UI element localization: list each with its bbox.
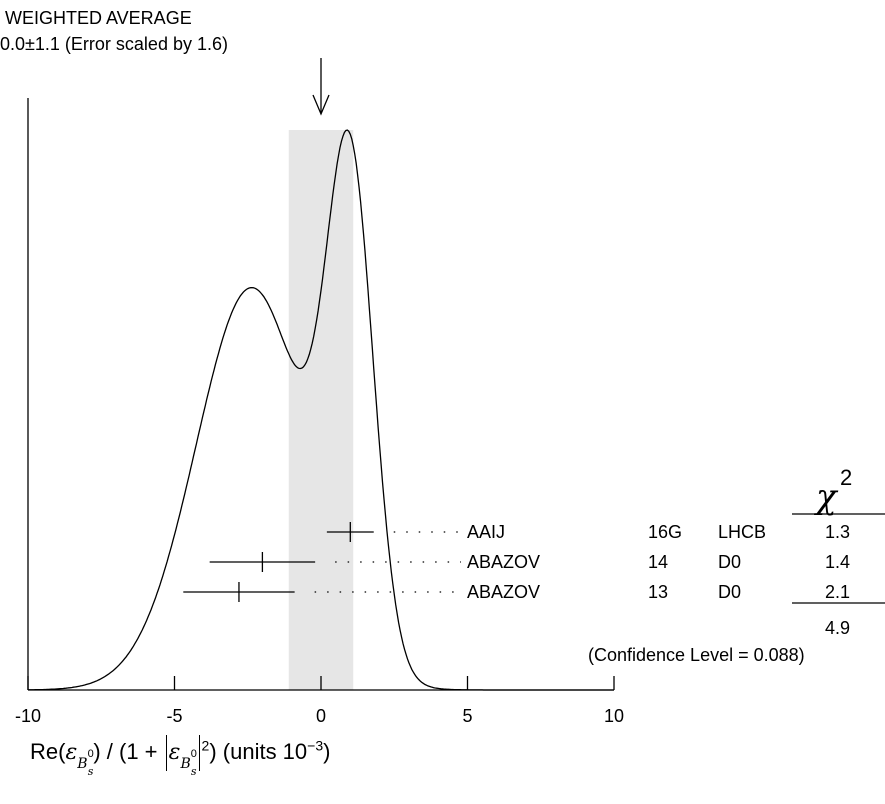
xlabel-subsub-s-2: s <box>190 764 197 778</box>
measurement-rows: AAIJ 16G LHCB 1.3 ABAZOV 14 D0 1.4 ABAZOV 13 D0 2.1 <box>183 522 850 602</box>
chi2-header: χ <box>814 477 839 517</box>
measurement-chi2: 1.3 <box>825 522 850 542</box>
x-tick-label: 0 <box>316 706 326 726</box>
measurement-experiment: LHCB <box>718 522 766 542</box>
xlabel-sup-zero: 0 <box>87 747 94 760</box>
xlabel-power: 2 <box>201 737 210 754</box>
measurement-chi2: 2.1 <box>825 582 850 602</box>
xlabel-exponent: −3 <box>307 737 324 754</box>
measurement-experiment: D0 <box>718 582 741 602</box>
xlabel-abs-right <box>198 735 200 771</box>
x-axis-label: Re(εB0s) / (1 + εB0s2) (units 10−3) <box>30 735 331 778</box>
xlabel-epsilon: ε <box>65 739 78 765</box>
xlabel-sup-zero-2: 0 <box>190 747 197 760</box>
measurement-author: ABAZOV <box>467 582 540 602</box>
x-axis-ticks: -10 -5 0 5 10 <box>15 676 624 726</box>
xlabel-epsilon-2: ε <box>168 739 181 765</box>
measurement-year: 13 <box>648 582 668 602</box>
xlabel-suffix: ) (units 10 <box>209 738 308 764</box>
measurement-experiment: D0 <box>718 552 741 572</box>
measurement-year: 14 <box>648 552 668 572</box>
x-tick-label: -5 <box>166 706 182 726</box>
chart-title: WEIGHTED AVERAGE <box>5 8 192 28</box>
chi2-header-power: 2 <box>840 465 852 490</box>
average-error-band <box>288 130 354 690</box>
measurement-chi2: 1.4 <box>825 552 850 572</box>
x-tick-label: 10 <box>604 706 624 726</box>
average-arrow-head <box>312 94 330 116</box>
measurement-author: AAIJ <box>467 522 505 542</box>
chart-subtitle: 0.0±1.1 (Error scaled by 1.6) <box>0 34 228 54</box>
xlabel-subsub-s: s <box>87 764 94 778</box>
x-tick-label: 5 <box>462 706 472 726</box>
xlabel-sub-b: B <box>77 755 88 772</box>
xlabel-prefix: Re( <box>30 738 66 764</box>
xlabel-close: ) <box>323 738 331 764</box>
confidence-level: (Confidence Level = 0.088) <box>588 645 805 665</box>
chi2-total: 4.9 <box>825 618 850 638</box>
xlabel-abs-left <box>165 735 167 771</box>
measurement-year: 16G <box>648 522 682 542</box>
xlabel-middle: ) / (1 + <box>93 738 164 764</box>
xlabel-sub-b-2: B <box>180 755 191 772</box>
measurement-author: ABAZOV <box>467 552 540 572</box>
x-tick-label: -10 <box>15 706 41 726</box>
